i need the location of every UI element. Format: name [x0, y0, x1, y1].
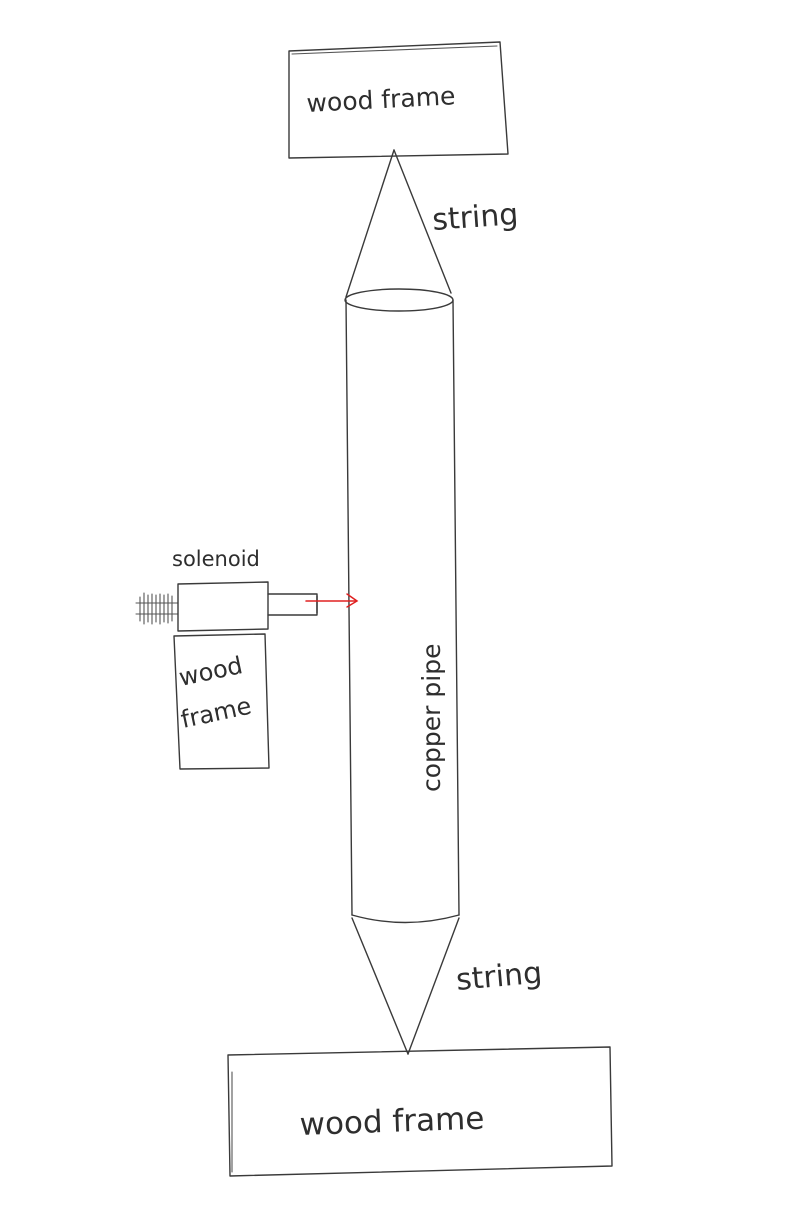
- side-wood-frame: wood frame: [173, 633, 270, 770]
- side-wood-frame-label-line1: wood: [176, 651, 245, 692]
- solenoid-coil: [135, 592, 179, 625]
- top-string-label: string: [431, 197, 519, 238]
- strike-arrow: [305, 593, 359, 608]
- bottom-string: string: [351, 917, 544, 1055]
- top-wood-frame: wood frame: [288, 41, 509, 159]
- bottom-string-label: string: [455, 956, 544, 998]
- solenoid-label: solenoid: [172, 547, 260, 571]
- top-string: string: [345, 149, 519, 298]
- side-wood-frame-label-line2: frame: [178, 692, 253, 734]
- copper-pipe-label: copper pipe: [417, 644, 446, 792]
- top-wood-frame-label: wood frame: [306, 81, 456, 118]
- solenoid: solenoid: [135, 547, 318, 632]
- bottom-wood-frame: wood frame: [227, 1046, 613, 1177]
- bottom-wood-frame-label: wood frame: [299, 1101, 485, 1143]
- copper-pipe: copper pipe: [344, 288, 460, 924]
